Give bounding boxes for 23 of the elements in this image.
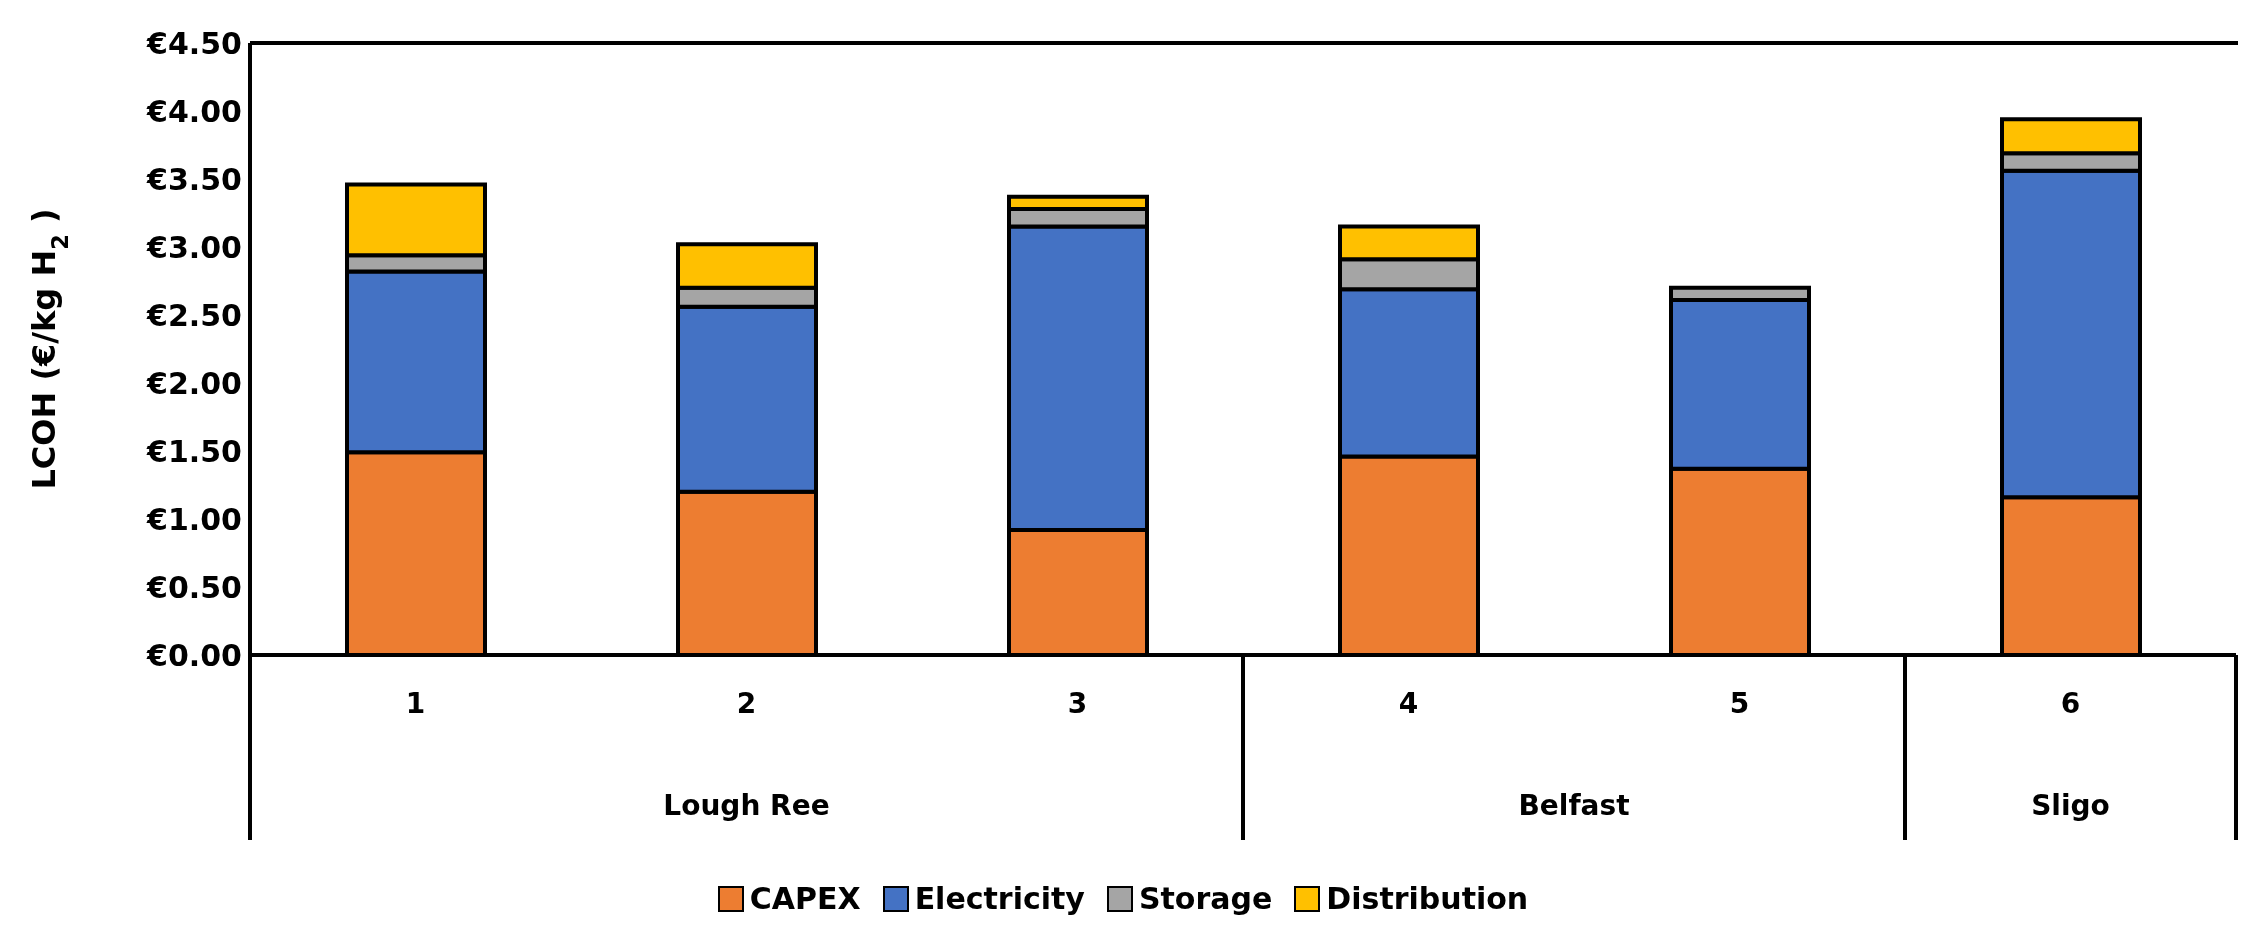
legend-label: Distribution [1326, 881, 1529, 916]
x-tick-label: 2 [736, 686, 757, 720]
y-tick-label: €3.00 [146, 229, 242, 265]
x-tick-label: 3 [1067, 686, 1088, 720]
y-tick-label: €1.50 [146, 433, 242, 469]
y-tick-label: €1.00 [146, 501, 242, 537]
y-tick-label: €3.50 [146, 161, 242, 197]
y-tick-label: €2.00 [146, 365, 242, 401]
x-tick-label: 1 [405, 686, 426, 720]
legend-label: Electricity [914, 881, 1085, 916]
y-tick-label: €0.00 [146, 637, 242, 673]
legend-label: CAPEX [749, 881, 861, 916]
legend-label: Storage [1138, 881, 1273, 916]
x-tick-label: 4 [1398, 686, 1419, 720]
x-tick-label: 5 [1729, 686, 1750, 720]
x-tick-label: 6 [2060, 686, 2081, 720]
text: Lough Ree [663, 789, 830, 822]
y-tick-label: €4.00 [146, 93, 242, 129]
text: Sligo [2031, 789, 2110, 822]
y-tick-label: €0.50 [146, 569, 242, 605]
text: Belfast [1518, 789, 1630, 822]
y-tick-label: €4.50 [146, 25, 242, 61]
y-tick-label: €2.50 [146, 297, 242, 333]
